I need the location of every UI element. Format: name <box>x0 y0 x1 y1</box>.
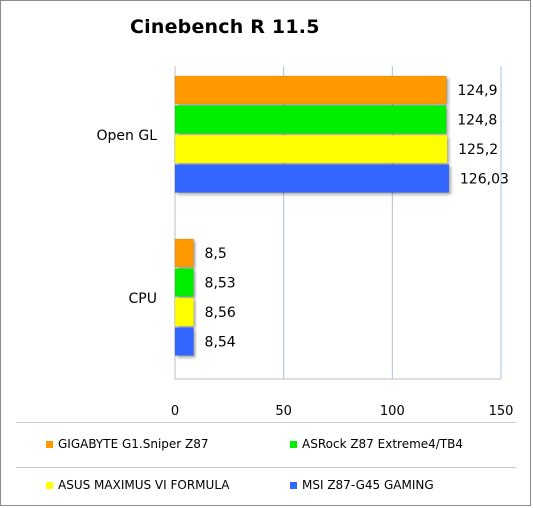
x-tick-label: 150 <box>489 404 514 419</box>
bar <box>174 164 450 193</box>
bar <box>174 327 194 356</box>
bar-value-label: 125,2 <box>458 142 498 158</box>
bar <box>174 75 447 105</box>
bar <box>174 268 194 297</box>
bar <box>174 238 194 268</box>
bar <box>174 134 448 164</box>
bar <box>174 105 447 134</box>
bar-value-label: 124,8 <box>457 113 497 129</box>
y-category-label: CPU <box>129 291 157 307</box>
bar-value-label: 8,53 <box>205 276 236 292</box>
bar-value-label: 8,56 <box>205 305 236 321</box>
bar-value-label: 126,03 <box>460 172 509 188</box>
x-tick-label: 0 <box>171 404 179 419</box>
x-tick-label: 100 <box>380 404 405 419</box>
bar-value-label: 8,54 <box>205 335 236 351</box>
bar-value-label: 8,5 <box>204 246 226 262</box>
bar <box>174 297 194 327</box>
x-tick-label: 50 <box>275 404 292 419</box>
bar-value-label: 124,9 <box>457 83 497 99</box>
y-category-label: Open GL <box>97 128 158 144</box>
chart-title: Cinebench R 11.5 <box>130 16 320 38</box>
